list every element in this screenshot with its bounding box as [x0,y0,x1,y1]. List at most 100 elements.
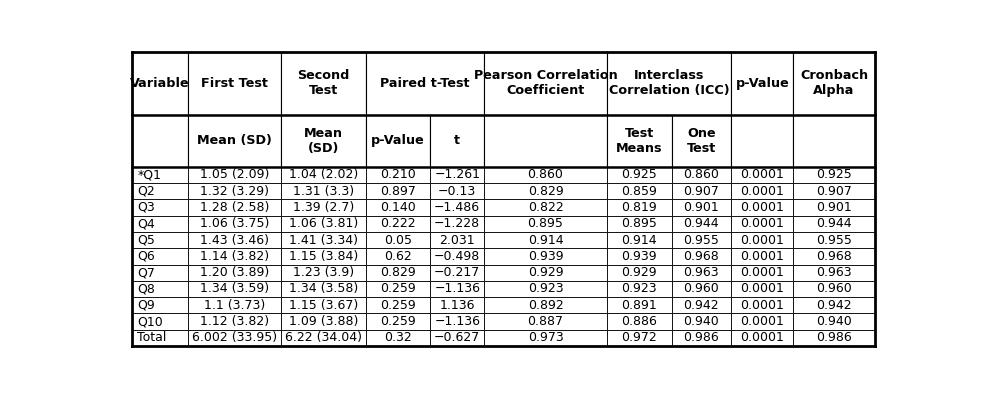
Bar [132,281,189,297]
Bar [281,314,365,330]
Bar [607,314,672,330]
Text: 0.963: 0.963 [816,266,851,279]
Bar [672,281,732,297]
Text: Q5: Q5 [137,234,155,247]
Text: 0.901: 0.901 [816,201,852,214]
Bar [607,232,672,248]
Text: 6.22 (34.04): 6.22 (34.04) [285,331,362,344]
Text: 1.43 (3.46): 1.43 (3.46) [200,234,269,247]
Text: Cronbach
Alpha: Cronbach Alpha [800,69,868,97]
Bar [732,330,793,346]
Bar [607,183,672,199]
Bar [132,297,189,314]
Text: −0.217: −0.217 [434,266,480,279]
Bar [430,115,484,167]
Bar [732,115,793,167]
Text: 1.04 (2.02): 1.04 (2.02) [289,168,358,181]
Text: 0.0001: 0.0001 [740,201,785,214]
Text: 0.986: 0.986 [683,331,719,344]
Text: Q7: Q7 [137,266,155,279]
Text: 1.136: 1.136 [440,299,475,312]
Text: 0.897: 0.897 [380,184,416,197]
Text: Mean
(SD): Mean (SD) [303,127,343,155]
Bar [281,264,365,281]
Bar [607,199,672,216]
Bar [132,52,189,115]
Bar [793,330,875,346]
Bar [430,248,484,264]
Bar [365,281,430,297]
Bar [189,183,281,199]
Text: Q4: Q4 [137,217,155,230]
Text: 6.002 (33.95): 6.002 (33.95) [192,331,277,344]
Bar [430,216,484,232]
Text: 0.0001: 0.0001 [740,266,785,279]
Text: 1.06 (3.75): 1.06 (3.75) [200,217,269,230]
Bar [484,183,607,199]
Text: Q9: Q9 [137,299,155,312]
Bar [281,232,365,248]
Bar [607,330,672,346]
Bar [672,248,732,264]
Bar [132,216,189,232]
Bar [607,167,672,183]
Bar [732,232,793,248]
Text: 0.925: 0.925 [622,168,657,181]
Bar [430,232,484,248]
Text: 0.929: 0.929 [622,266,657,279]
Bar [732,281,793,297]
Bar [365,248,430,264]
Bar [732,167,793,183]
Text: 1.15 (3.67): 1.15 (3.67) [289,299,358,312]
Text: 0.62: 0.62 [384,250,411,263]
Text: 0.925: 0.925 [816,168,852,181]
Bar [484,115,607,167]
Bar [189,216,281,232]
Bar [484,281,607,297]
Bar [607,115,672,167]
Text: Second
Test: Second Test [298,69,350,97]
Text: 0.955: 0.955 [683,234,720,247]
Bar [189,232,281,248]
Text: 0.907: 0.907 [683,184,720,197]
Bar [484,216,607,232]
Bar [281,115,365,167]
Text: −1.486: −1.486 [434,201,480,214]
Bar [189,330,281,346]
Text: 1.20 (3.89): 1.20 (3.89) [200,266,269,279]
Bar [365,52,484,115]
Text: 1.41 (3.34): 1.41 (3.34) [289,234,357,247]
Text: Test
Means: Test Means [616,127,663,155]
Text: 1.09 (3.88): 1.09 (3.88) [289,315,358,328]
Bar [793,248,875,264]
Text: 0.0001: 0.0001 [740,315,785,328]
Text: Q2: Q2 [137,184,155,197]
Text: 0.0001: 0.0001 [740,331,785,344]
Text: *Q1: *Q1 [137,168,161,181]
Text: p-Value: p-Value [736,77,790,90]
Bar [672,199,732,216]
Text: 0.222: 0.222 [380,217,415,230]
Bar [732,52,793,115]
Text: 0.940: 0.940 [816,315,852,328]
Bar [430,314,484,330]
Text: 1.1 (3.73): 1.1 (3.73) [204,299,265,312]
Bar [132,167,189,183]
Bar [430,264,484,281]
Bar [189,297,281,314]
Bar [672,297,732,314]
Text: 0.895: 0.895 [527,217,564,230]
Bar [607,216,672,232]
Text: 0.140: 0.140 [380,201,415,214]
Bar [672,167,732,183]
Bar [189,199,281,216]
Text: 0.891: 0.891 [622,299,657,312]
Text: p-Value: p-Value [371,134,425,147]
Text: 0.955: 0.955 [816,234,852,247]
Text: 1.05 (2.09): 1.05 (2.09) [200,168,269,181]
Bar [793,167,875,183]
Text: 0.0001: 0.0001 [740,250,785,263]
Bar [365,330,430,346]
Text: −0.13: −0.13 [438,184,476,197]
Text: 1.31 (3.3): 1.31 (3.3) [293,184,354,197]
